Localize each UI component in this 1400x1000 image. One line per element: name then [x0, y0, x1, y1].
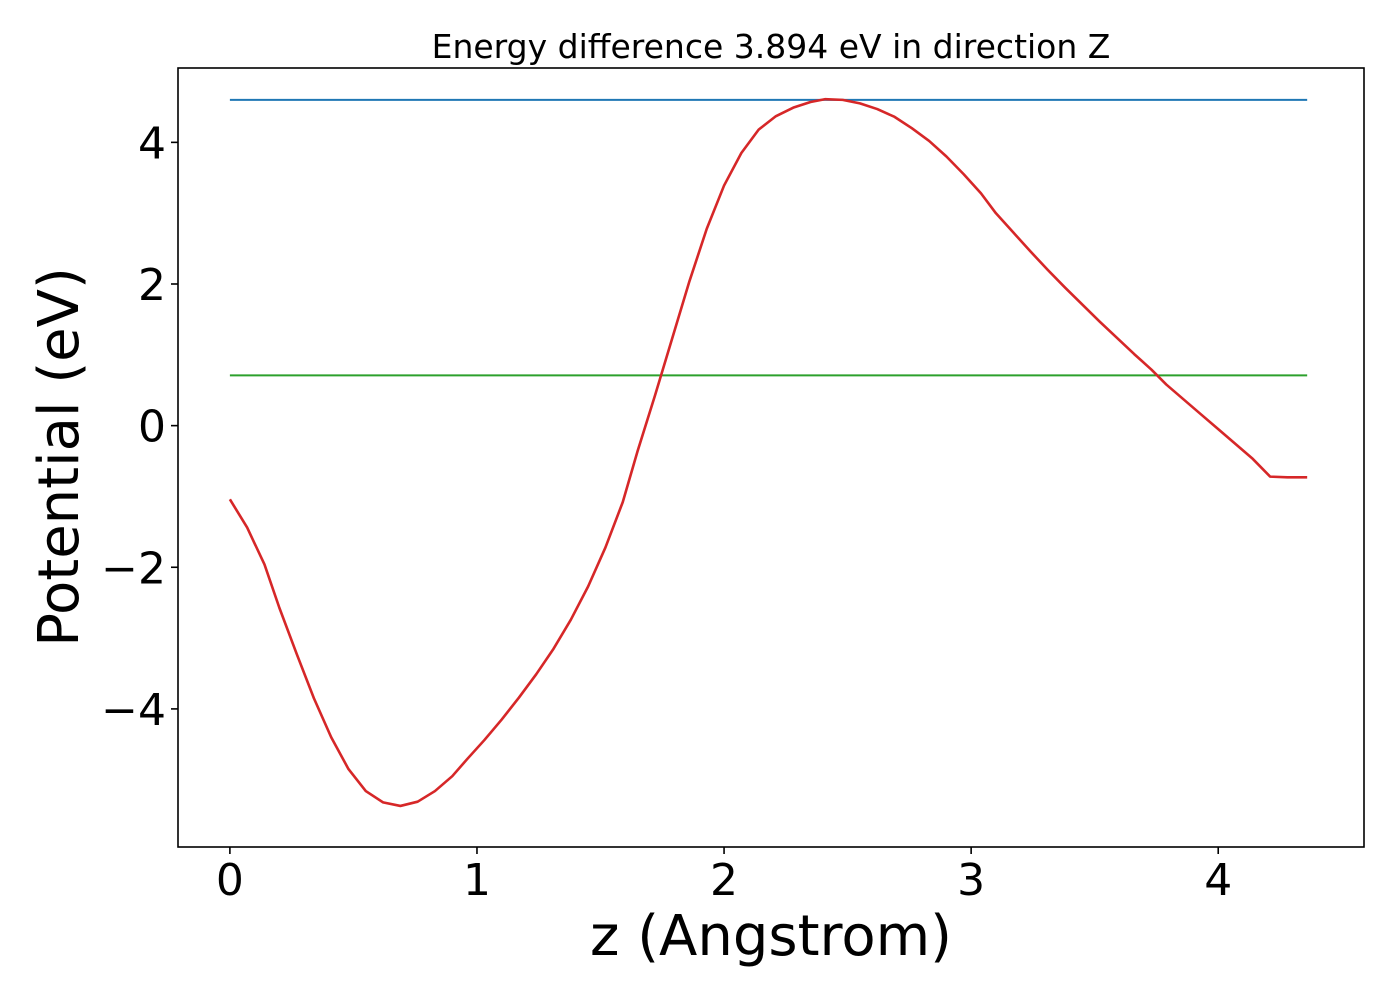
chart-title: Energy difference 3.894 eV in direction … — [432, 27, 1111, 66]
plot-background — [178, 68, 1364, 847]
y-tick-label: 0 — [138, 402, 166, 453]
y-tick-label: 4 — [138, 118, 166, 169]
y-axis: −4 −2 0 2 4 — [101, 118, 178, 736]
y-tick-label: 2 — [138, 260, 166, 311]
series-layer — [228, 97, 1308, 808]
x-tick-label: 2 — [710, 855, 738, 906]
x-tick-label: 1 — [463, 855, 491, 906]
x-axis-label: z (Angstrom) — [590, 904, 952, 969]
y-tick-label: −2 — [101, 543, 166, 594]
x-tick-label: 3 — [957, 855, 985, 906]
x-axis: 0 1 2 3 4 — [216, 847, 1232, 906]
y-axis-label: Potential (eV) — [27, 267, 92, 647]
y-tick-label: −4 — [101, 685, 166, 736]
plot-frame — [177, 67, 1365, 848]
series-potential-curve — [228, 97, 1308, 808]
x-tick-label: 4 — [1204, 855, 1232, 906]
x-tick-label: 0 — [216, 855, 244, 906]
